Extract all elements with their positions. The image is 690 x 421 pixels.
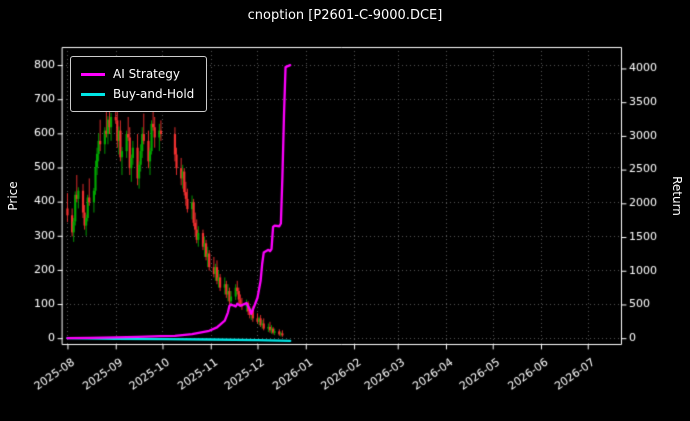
chart-title: cnoption [P2601-C-9000.DCE] [247, 8, 443, 23]
left-axis-label: Price [6, 181, 20, 211]
legend: AI Strategy Buy-and-Hold [70, 56, 208, 112]
buy-and-hold-line-swatch [81, 92, 105, 96]
right-axis-label: Return [670, 176, 684, 216]
legend-item-ai-strategy: AI Strategy [81, 64, 194, 84]
legend-label-buy-and-hold: Buy-and-Hold [113, 87, 195, 101]
legend-item-buy-and-hold: Buy-and-Hold [81, 84, 194, 104]
legend-label-ai-strategy: AI Strategy [113, 67, 180, 81]
ai-strategy-line-swatch [81, 72, 105, 76]
